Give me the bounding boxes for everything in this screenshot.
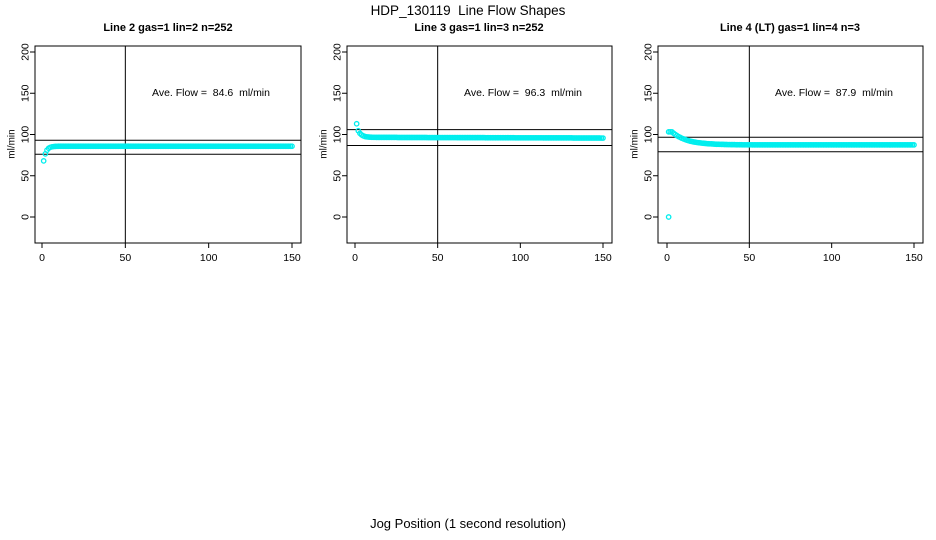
data-point: [911, 142, 917, 148]
data-point: [600, 135, 606, 141]
y-tick-label: 0: [332, 214, 344, 220]
y-tick-label: 150: [643, 84, 655, 102]
data-point: [289, 143, 295, 150]
panel-3-plot: 0 50 100 150 200 0 50 100 150: [643, 43, 924, 264]
outlier-data-point: [665, 214, 672, 220]
panel-2-title: Line 3 gas=1 lin=3 n=252: [414, 22, 544, 34]
x-tick-label: 50: [432, 252, 444, 264]
panel-1-y-axis-label: ml/min: [6, 129, 18, 159]
y-tick-label: 0: [643, 214, 655, 220]
panel-1-plot: 0 50 100 150 200 0 50 100 150: [20, 43, 302, 264]
panel-2-y-axis-label: ml/min: [318, 129, 330, 159]
x-tick-label: 100: [823, 252, 841, 264]
panel-1-title: Line 2 gas=1 lin=2 n=252: [103, 22, 233, 34]
data-points: [665, 129, 917, 220]
panel-3-ave-flow-annotation: Ave. Flow = 87.9 ml/min: [775, 87, 893, 99]
y-tick-label: 100: [643, 126, 655, 144]
plot-box: [34, 45, 302, 244]
y-tick-label: 200: [20, 43, 32, 61]
data-points: [40, 143, 295, 164]
panel-2-ave-flow-annotation: Ave. Flow = 96.3 ml/min: [464, 87, 582, 99]
panel-2-plot: 0 50 100 150 200 0 50 100 150: [332, 43, 613, 264]
x-tick-label: 50: [743, 252, 755, 264]
plot-box: [657, 45, 924, 244]
x-tick-label: 100: [512, 252, 530, 264]
y-tick-label: 100: [332, 126, 344, 144]
panel-1-ave-flow-annotation: Ave. Flow = 84.6 ml/min: [152, 87, 270, 99]
x-tick-label: 0: [39, 252, 45, 264]
y-tick-label: 100: [20, 126, 32, 144]
y-tick-label: 200: [643, 43, 655, 61]
plot-box: [346, 45, 613, 244]
y-tick-label: 200: [332, 43, 344, 61]
main-title: HDP_130119 Line Flow Shapes: [370, 3, 566, 18]
x-tick-label: 150: [905, 252, 923, 264]
data-points: [353, 120, 606, 141]
data-point: [40, 158, 47, 164]
y-tick-label: 150: [20, 84, 32, 102]
x-tick-label: 0: [352, 252, 358, 264]
data-point: [353, 120, 360, 127]
y-tick-label: 150: [332, 84, 344, 102]
y-tick-label: 50: [643, 170, 655, 182]
x-tick-label: 100: [200, 252, 218, 264]
panel-3-y-axis-label: ml/min: [629, 129, 641, 159]
x-tick-label: 150: [594, 252, 612, 264]
x-tick-label: 0: [664, 252, 670, 264]
y-tick-label: 0: [20, 214, 32, 220]
y-tick-label: 50: [332, 170, 344, 182]
x-tick-label: 150: [283, 252, 301, 264]
x-tick-label: 50: [119, 252, 131, 264]
outer-x-axis-label: Jog Position (1 second resolution): [370, 516, 566, 531]
panel-3-title: Line 4 (LT) gas=1 lin=4 n=3: [719, 22, 861, 34]
y-tick-label: 50: [20, 170, 32, 182]
